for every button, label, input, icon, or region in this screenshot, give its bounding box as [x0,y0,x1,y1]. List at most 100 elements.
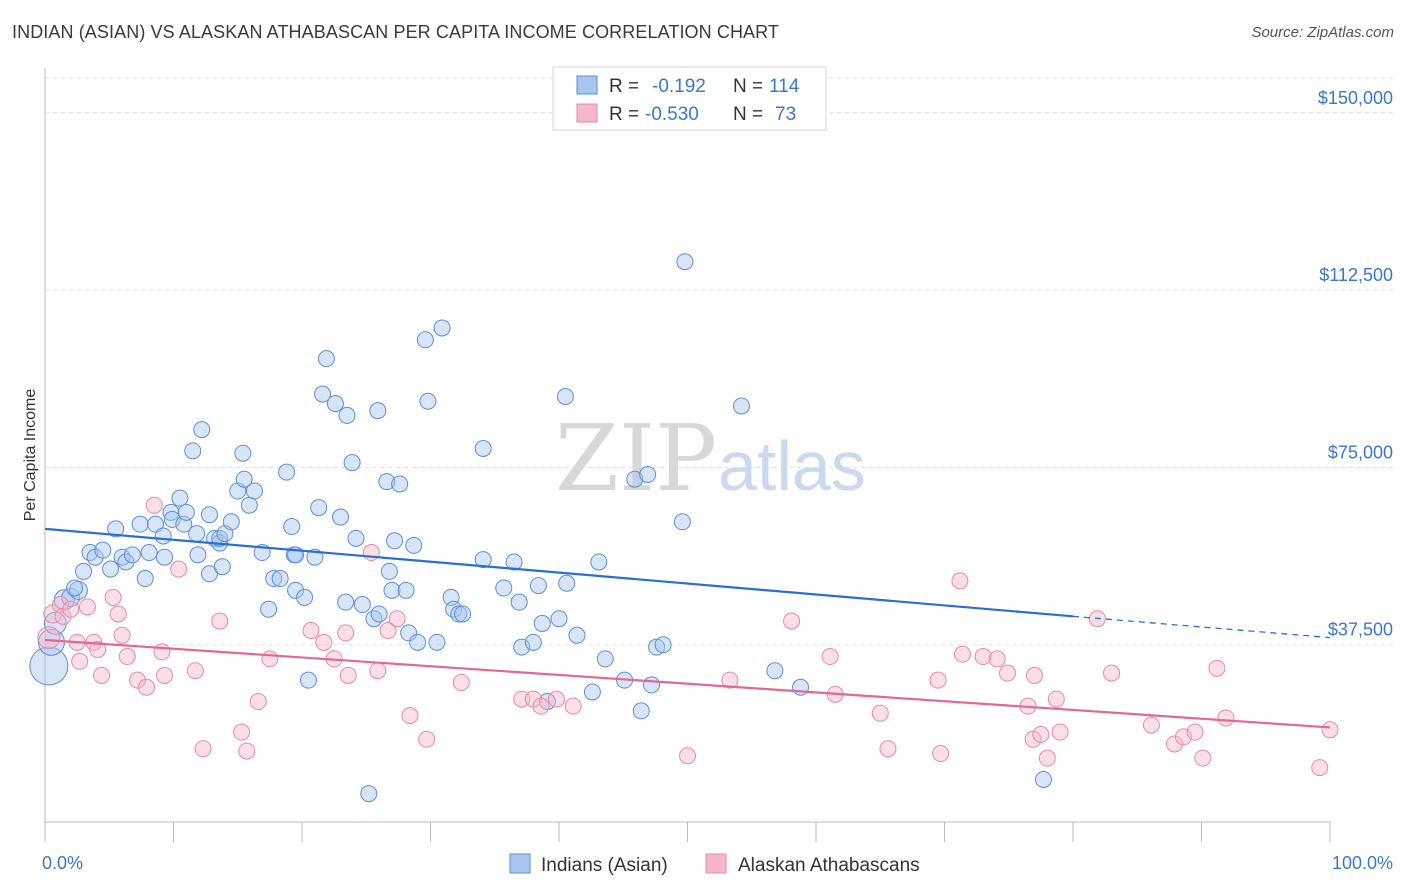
point-athabascans [337,624,355,642]
y-axis-label: Per Capita Income [22,389,39,522]
point-indians [337,593,355,611]
point-athabascans [233,723,251,741]
point-athabascans [104,588,122,606]
point-indians [200,506,218,524]
point-indians [353,596,371,614]
chart-title: INDIAN (ASIAN) VS ALASKAN ATHABASCAN PER… [12,22,780,42]
point-indians [673,513,691,531]
point-athabascans [821,648,839,666]
point-indians [397,581,415,599]
point-athabascans [211,612,229,630]
point-athabascans [953,645,971,663]
point-indians [200,565,218,583]
point-indians [654,636,672,654]
point-indians [370,605,388,623]
point-indians [171,489,189,507]
point-athabascans [974,648,992,666]
point-indians [162,503,180,521]
point-indians [524,633,542,651]
point-athabascans [1038,749,1056,767]
point-indians [222,513,240,531]
point-athabascans [37,626,61,650]
source-label: Source: ZipAtlas.com [1251,24,1394,41]
axes: $37,500 $75,000 $112,500 $150,000 0.0% 100.0% [42,68,1393,873]
point-indians [1034,770,1052,788]
point-athabascans [998,664,1016,682]
point-athabascans [261,650,279,668]
point-athabascans [1047,690,1065,708]
point-indians [136,570,154,588]
point-athabascans [93,666,111,684]
y-tick-label: $75,000 [1328,442,1393,462]
point-athabascans [679,747,696,765]
point-indians [66,579,84,597]
point-indians [314,385,332,403]
point-athabascans [513,690,531,708]
point-athabascans [418,730,436,748]
point-athabascans [783,612,801,630]
legend-box [552,66,827,131]
point-indians [510,593,528,611]
point-indians [177,503,195,521]
point-athabascans [929,671,947,689]
trend-line-indians [44,527,1074,618]
point-athabascans [932,744,950,762]
point-indians [648,638,666,656]
point-indians [632,702,650,720]
point-indians [428,633,446,651]
point-indians [61,587,81,607]
legend-n-label-2: N = [733,104,763,125]
point-athabascans [249,692,267,710]
y-tick-label: $150,000 [1318,88,1393,108]
point-athabascans [871,704,889,722]
point-athabascans [1142,716,1160,734]
point-athabascans [89,640,107,658]
point-indians [287,581,305,599]
point-indians [626,470,644,488]
watermark: ZIP atlas [555,405,866,512]
point-athabascans [302,622,320,640]
legend-n-value-1: 114 [769,76,800,97]
point-athabascans [109,605,127,623]
point-indians [156,548,174,566]
legend-r-value-2: -0.530 [645,104,699,125]
legend-r-label-2: R = [609,104,639,125]
point-indians [365,610,383,628]
point-indians [550,610,568,628]
point-indians [154,527,172,545]
point-athabascans [879,740,897,758]
point-indians [419,392,437,410]
point-indians [583,683,601,701]
point-indians [416,331,434,349]
point-athabascans [156,666,174,684]
point-indians [433,319,451,337]
point-athabascans [1032,726,1050,744]
x-tick-label: 0.0% [42,853,83,873]
x-tick-label: 100.0% [1332,853,1393,873]
series-legend: Indians (Asian) Alaskan Athabascans [509,853,920,876]
point-athabascans [315,633,333,651]
watermark-atlas: atlas [718,427,866,505]
point-indians [235,470,253,488]
point-indians [676,253,694,271]
point-athabascans [339,666,357,684]
point-athabascans [113,626,131,644]
point-indians [338,406,356,424]
point-athabascans [1208,659,1226,677]
point-indians [450,605,468,623]
point-indians [380,562,398,580]
point-indians [386,532,404,550]
point-athabascans [452,674,470,692]
point-athabascans [1166,735,1184,753]
point-indians [213,558,231,576]
point-indians [184,442,202,460]
point-athabascans [564,697,582,715]
series-legend-swatch-indians [509,853,531,874]
point-indians [75,562,93,580]
point-indians [343,454,361,472]
legend-swatch-blue [576,75,598,95]
point-indians [317,350,335,368]
point-indians [283,518,301,536]
series-legend-indians: Indians (Asian) [541,855,668,876]
